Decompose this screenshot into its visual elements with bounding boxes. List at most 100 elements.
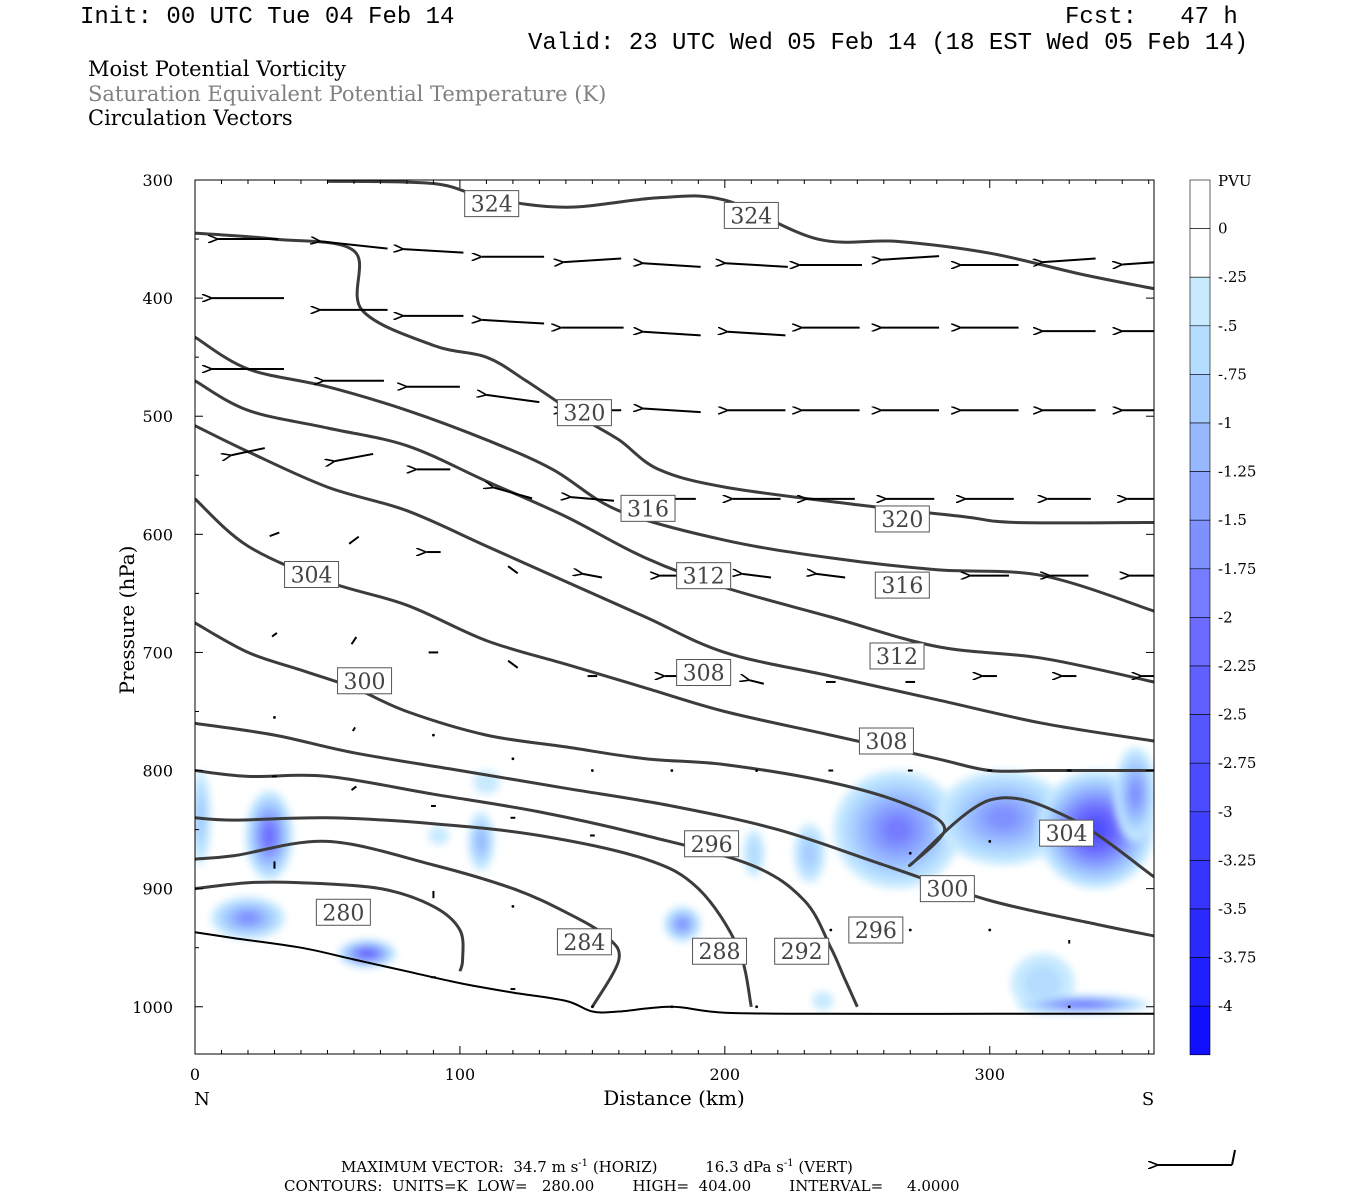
contour-label-box (1039, 819, 1095, 847)
colorbar-cell (1189, 471, 1211, 521)
theta-e-contour-296 (195, 721, 1154, 938)
circulation-vector (351, 726, 356, 732)
y-tick-label: 800 (142, 762, 173, 781)
valid-time: Valid: 23 UTC Wed 05 Feb 14 (18 EST Wed … (528, 30, 1249, 57)
contour-label-280: 280 (322, 901, 364, 926)
colorbar-label: -.5 (1218, 317, 1237, 335)
colorbar-label: -2 (1218, 608, 1233, 626)
contour-label-box (692, 937, 748, 965)
terrain-surface (195, 931, 1154, 1015)
circulation-vector (350, 636, 358, 645)
vector-dot (1067, 1005, 1071, 1009)
circulation-vector (231, 447, 265, 455)
pv-blob-level (802, 840, 817, 866)
vector-dot (988, 840, 992, 843)
contour-label-box (774, 937, 830, 965)
colorbar-cell (1189, 1005, 1211, 1056)
pv-blob-level (428, 826, 450, 845)
colorbar-cell (1189, 228, 1211, 278)
vert-units: dPa s (743, 1158, 784, 1176)
pv-blob-level (747, 839, 761, 868)
vector-dot (755, 769, 759, 772)
contour-label-304: 304 (291, 563, 333, 588)
vert-value: 16.3 (705, 1158, 739, 1176)
colorbar-label: -1.25 (1218, 463, 1256, 481)
horiz-value: 34.7 (513, 1158, 547, 1176)
circulation-vector (507, 565, 519, 575)
y-tick-label: 500 (142, 407, 173, 426)
colorbar-cell (1189, 665, 1211, 715)
y-tick-label: 700 (142, 643, 173, 662)
colorbar-label: -.75 (1218, 365, 1247, 383)
pv-blob (663, 906, 701, 942)
contour-label-300: 300 (344, 670, 386, 695)
init-time: Init: 00 UTC Tue 04 Feb 14 (80, 4, 455, 31)
pv-colorbar: PVU 0 -.25 -.5 -.75 -1 -1.25 -1.5 -1.75 -2 -2.25 -2… (1189, 172, 1256, 1056)
pv-blob (338, 939, 397, 968)
reference-vector (1158, 1149, 1236, 1165)
colorbar-cell (1189, 325, 1211, 375)
colorbar-label: -2.25 (1218, 657, 1256, 675)
vector-dot (273, 715, 276, 719)
colorbar-cell (1189, 811, 1211, 861)
x-tick-label: 100 (445, 1065, 476, 1084)
contour-label-288: 288 (699, 940, 741, 965)
circulation-vector (742, 574, 772, 579)
circulation-vector (487, 395, 540, 404)
pv-blob (210, 896, 286, 940)
circulation-vector (271, 632, 278, 638)
contour-label-300: 300 (926, 878, 968, 903)
vert-tag: (VERT) (798, 1158, 853, 1176)
colorbar-cell (1189, 276, 1211, 327)
pv-blob (245, 790, 294, 881)
colorbar-cell (1189, 617, 1211, 667)
contour-label-box (874, 505, 930, 533)
vector-dot (590, 1005, 594, 1009)
circulation-vector (507, 659, 519, 669)
circulation-vector (494, 488, 533, 500)
circulation-vectors (212, 239, 1154, 1009)
contour-label-box (556, 399, 612, 427)
contour-label-box (464, 190, 520, 218)
x-tick-label: 300 (974, 1065, 1005, 1084)
theta-e-contour-316 (195, 335, 1154, 613)
pv-blob-level (1023, 965, 1062, 1001)
contour-label-316: 316 (627, 497, 669, 522)
x-tick-label: 0 (190, 1065, 200, 1084)
vector-dot (988, 928, 992, 932)
vector-dot (511, 757, 515, 761)
pv-shading (195, 746, 1154, 1014)
pv-blob (1114, 746, 1154, 842)
theta-e-contour-312 (195, 379, 1154, 684)
theta-e-contour-324 (327, 180, 1154, 291)
horiz-exp: -1 (578, 1158, 589, 1169)
y-tick-label: 300 (142, 171, 173, 190)
circulation-vector (728, 332, 786, 337)
contour-label-box (874, 571, 930, 599)
colorbar-cell (1189, 519, 1211, 570)
pv-blob (936, 770, 1070, 866)
contour-label-box (919, 875, 975, 903)
title-vectors: Circulation Vectors (88, 106, 293, 130)
pv-blob (428, 826, 450, 845)
vector-dot (908, 851, 912, 855)
colorbar-label: -3 (1218, 803, 1233, 821)
contour-label-box (284, 560, 340, 588)
contour-label-box (848, 916, 904, 944)
circulation-vector (571, 497, 615, 502)
contours-legend: CONTOURS: UNITS=K LOW= 280.00 HIGH= 404.… (284, 1177, 960, 1195)
pv-blob-level (678, 919, 687, 929)
vector-dot (908, 928, 912, 932)
vector-dot (432, 733, 435, 737)
theta-e-contours (195, 180, 1154, 1008)
x-tick-label: 200 (710, 1065, 741, 1084)
theta-e-contour-284 (195, 839, 621, 1008)
horiz-tag: (HORIZ) (592, 1158, 658, 1176)
colorbar-label: -1.75 (1218, 560, 1256, 578)
pv-blob-level (812, 991, 834, 1011)
circulation-vector (348, 535, 360, 545)
contour-label-304: 304 (1046, 822, 1088, 847)
circulation-vector (583, 574, 603, 579)
colorbar-label: -1 (1218, 414, 1233, 432)
circulation-vector (643, 263, 701, 268)
